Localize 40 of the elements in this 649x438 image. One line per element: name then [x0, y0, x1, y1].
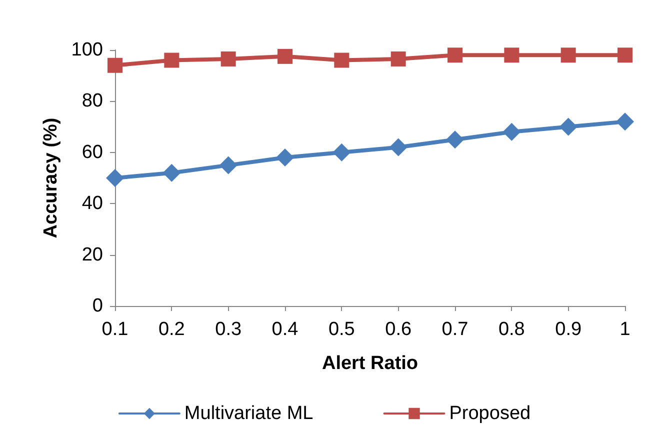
- y-tick-label: 0: [92, 296, 103, 316]
- y-tick-label: 20: [82, 244, 103, 266]
- y-tick-label: 80: [82, 90, 103, 112]
- point: [389, 138, 408, 156]
- point: [219, 156, 238, 174]
- x-tick-label: 0.4: [272, 319, 299, 340]
- point: [448, 48, 462, 63]
- point: [618, 48, 632, 63]
- point: [278, 48, 292, 64]
- point: [220, 51, 236, 66]
- point: [504, 48, 520, 63]
- legend-label: Proposed: [449, 403, 531, 424]
- point: [332, 143, 351, 162]
- y-tick-label: 60: [82, 142, 103, 163]
- y-tick-label: 40: [82, 193, 103, 214]
- point: [560, 48, 576, 63]
- x-tick-label: 0.7: [442, 319, 468, 340]
- point: [559, 118, 578, 136]
- x-tick-label: 0.9: [555, 319, 582, 340]
- point: [164, 52, 180, 68]
- x-axis-title: Alert Ratio: [322, 353, 418, 374]
- x-tick-label: 0.5: [328, 319, 355, 340]
- x-tick-label: 0.6: [385, 319, 412, 340]
- y-axis-title: Accuracy (%): [40, 118, 62, 238]
- point: [334, 52, 350, 68]
- x-tick-label: 0.2: [158, 319, 185, 340]
- legend-label: Multivariate ML: [184, 403, 314, 424]
- point: [106, 169, 124, 187]
- point: [390, 51, 406, 66]
- point: [616, 112, 634, 131]
- point: [162, 164, 181, 182]
- x-tick-label: 0.8: [498, 319, 525, 340]
- x-tick-label: 1: [620, 319, 630, 340]
- point: [446, 130, 464, 149]
- point: [502, 122, 521, 141]
- x-tick-label: 0.1: [102, 319, 128, 340]
- point: [276, 148, 294, 167]
- y-tick-label: 100: [71, 40, 103, 60]
- point: [108, 58, 122, 73]
- x-tick-label: 0.3: [215, 319, 242, 340]
